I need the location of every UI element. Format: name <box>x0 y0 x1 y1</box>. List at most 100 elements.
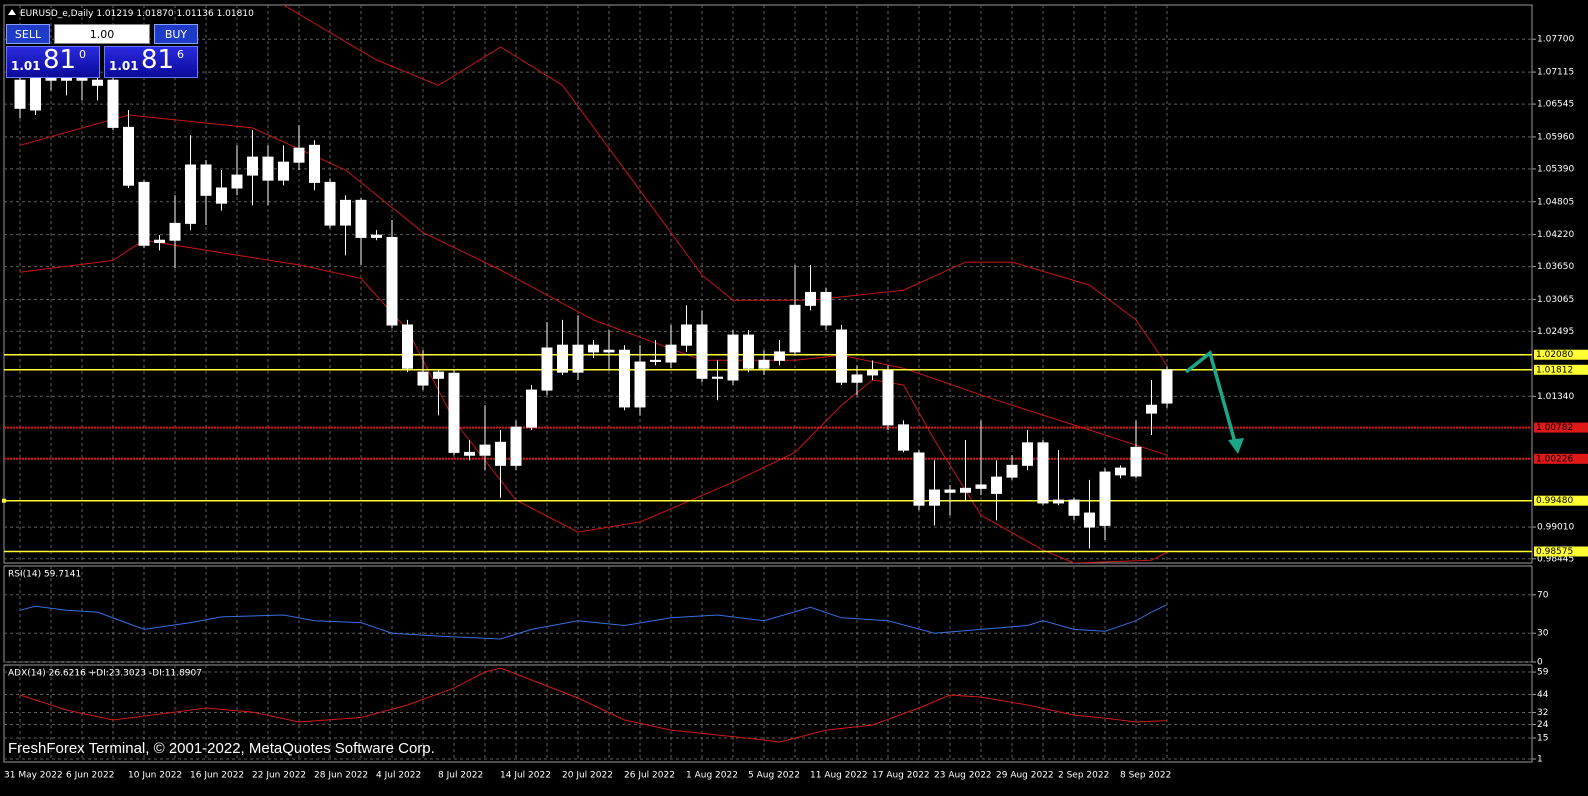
candle-body <box>820 291 832 326</box>
y-tick-label: 1.04220 <box>1537 230 1574 240</box>
bid-quote[interactable]: 1.01 81 0 <box>6 45 100 78</box>
candle-body <box>169 222 181 241</box>
y-tick-label: 70 <box>1537 590 1549 600</box>
candle-body <box>247 156 258 176</box>
y-tick-label: 24 <box>1537 720 1549 730</box>
ask-main: 81 <box>141 45 175 75</box>
indicator-plot <box>19 667 1168 743</box>
x-tick-label: 1 Aug 2022 <box>686 771 738 781</box>
y-tick-label: 1.01340 <box>1537 392 1574 402</box>
candle-body <box>727 334 739 381</box>
chart-header: EURUSD_e,Daily 1.01219 1.01870 1.01136 1… <box>20 9 254 19</box>
ohlc: 1.01219 1.01870 1.01136 1.01810 <box>96 9 254 19</box>
level-label-box <box>1534 349 1588 360</box>
candle-body <box>1053 499 1064 504</box>
bid-small: 0 <box>79 48 86 61</box>
y-tick-label: 0.99010 <box>1537 523 1574 533</box>
x-tick-label: 29 Aug 2022 <box>996 771 1054 781</box>
copyright: FreshForex Terminal, © 2001-2022, MetaQu… <box>8 740 435 757</box>
x-tick-label: 10 Jun 2022 <box>128 771 182 781</box>
candle-body <box>975 484 987 489</box>
candle-body <box>1161 369 1173 404</box>
bid-big: 1.01 <box>11 59 41 73</box>
x-tick-label: 8 Jul 2022 <box>438 771 483 781</box>
y-tick-label: 1.07700 <box>1537 35 1574 45</box>
arrow-head <box>1228 438 1244 454</box>
ohlc-value: 1.01136 <box>177 9 214 19</box>
x-tick-label: 6 Jun 2022 <box>66 771 114 781</box>
band-line <box>283 5 1168 366</box>
ohlc-value: 1.01219 <box>96 9 133 19</box>
buy-button[interactable]: BUY <box>154 24 198 44</box>
level-label-box <box>1534 422 1588 433</box>
candle-body <box>340 199 351 226</box>
candle-body <box>1037 442 1049 504</box>
candle-body <box>991 476 1002 494</box>
candle-body <box>1006 464 1018 478</box>
y-tick-label: 1 <box>1537 755 1543 765</box>
candle-body <box>1115 467 1126 476</box>
y-tick-label: 1.06545 <box>1537 100 1574 110</box>
x-tick-label: 22 Jun 2022 <box>252 771 306 781</box>
x-tick-label: 23 Aug 2022 <box>934 771 992 781</box>
x-tick-label: 28 Jun 2022 <box>314 771 368 781</box>
x-tick-label: 5 Aug 2022 <box>748 771 800 781</box>
candle-body <box>61 77 72 81</box>
band-line <box>19 114 1168 456</box>
candle-body <box>200 164 212 196</box>
y-tick-label: 1.07115 <box>1537 68 1574 78</box>
candle-body <box>1146 404 1157 414</box>
candle-body <box>1130 446 1142 477</box>
lot-input[interactable]: 1.00 <box>54 24 150 44</box>
indicator-title: RSI(14) 59.7141 <box>8 570 81 580</box>
rsi-frame <box>3 565 1533 663</box>
candle-body <box>448 372 460 453</box>
candle-body <box>324 181 336 226</box>
level-label: 1.01812 <box>1536 365 1573 375</box>
level-label: 1.00782 <box>1536 423 1573 433</box>
y-tick-label: 1.04805 <box>1537 197 1574 207</box>
candle-body <box>371 234 382 238</box>
x-tick-label: 8 Sep 2022 <box>1120 771 1171 781</box>
candle-body <box>495 441 506 466</box>
candle-body <box>805 291 816 306</box>
ask-big: 1.01 <box>109 59 139 73</box>
x-tick-label: 4 Jul 2022 <box>376 771 421 781</box>
y-tick-label: 59 <box>1537 668 1549 678</box>
candle-body <box>557 344 568 373</box>
candle-body <box>154 239 165 243</box>
level-label: 0.99480 <box>1536 496 1573 506</box>
candle-body <box>572 344 584 373</box>
x-tick-label: 2 Sep 2022 <box>1058 771 1109 781</box>
candle-body <box>30 74 41 111</box>
candle-body <box>526 389 537 428</box>
candle-body <box>510 426 522 466</box>
x-tick-label: 20 Jul 2022 <box>562 771 613 781</box>
x-tick-label: 16 Jun 2022 <box>190 771 244 781</box>
y-tick-label: 1.03650 <box>1537 262 1574 272</box>
candle-body <box>479 444 491 456</box>
candle-body <box>944 489 956 493</box>
candle-body <box>650 359 661 362</box>
y-tick-label: 1.03065 <box>1537 295 1574 305</box>
candle-body <box>293 147 305 163</box>
candle-body <box>851 374 863 383</box>
candle-body <box>309 144 320 183</box>
x-tick-label: 14 Jul 2022 <box>500 771 551 781</box>
x-tick-label: 31 May 2022 <box>4 771 63 781</box>
adx-frame <box>3 664 1533 763</box>
candle-body <box>681 324 692 346</box>
candle-body <box>743 334 754 369</box>
candle-body <box>417 371 429 386</box>
sell-button[interactable]: SELL <box>6 24 50 44</box>
symbol-icon <box>8 9 16 15</box>
y-tick-label: 1.05390 <box>1537 164 1574 174</box>
y-tick-label: 1.02495 <box>1537 327 1574 337</box>
indicator-line <box>19 604 1168 640</box>
ask-small: 6 <box>177 48 184 61</box>
candle-body <box>216 187 227 204</box>
candle-body <box>960 487 971 493</box>
x-tick-label: 26 Jul 2022 <box>624 771 675 781</box>
ask-quote[interactable]: 1.01 81 6 <box>104 45 198 78</box>
